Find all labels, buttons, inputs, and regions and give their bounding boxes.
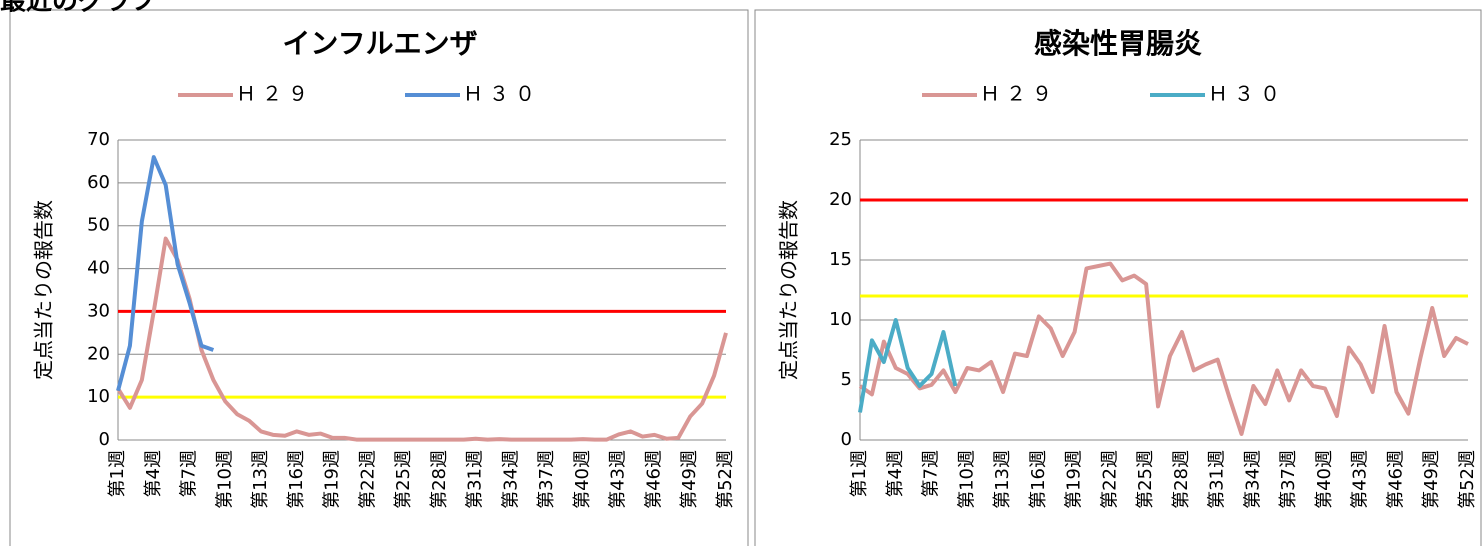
- legend-label: Ｈ２９: [980, 82, 1058, 106]
- x-tick-label: 第37週: [536, 450, 557, 509]
- y-tick-label: 40: [87, 258, 110, 279]
- x-tick-label: 第28週: [429, 450, 450, 509]
- x-tick-label: 第4週: [885, 450, 906, 497]
- x-tick-label: 第13週: [250, 450, 271, 509]
- y-tick-label: 60: [87, 172, 110, 193]
- legend-label: Ｈ３０: [463, 82, 541, 106]
- y-tick-label: 25: [829, 129, 852, 150]
- y-tick-label: 0: [841, 429, 852, 450]
- y-tick-label: 0: [99, 429, 110, 450]
- x-tick-label: 第1週: [107, 450, 128, 497]
- series-line: [858, 318, 958, 413]
- chart-title: インフルエンザ: [282, 27, 477, 60]
- x-tick-label: 第28週: [1171, 450, 1192, 509]
- series-line: [858, 261, 1469, 436]
- x-tick-label: 第49週: [679, 450, 700, 509]
- x-tick-label: 第34週: [500, 450, 521, 509]
- x-tick-label: 第13週: [992, 450, 1013, 509]
- x-tick-label: 第10週: [214, 450, 235, 509]
- x-tick-label: 第19週: [322, 450, 343, 509]
- y-tick-label: 10: [87, 386, 110, 407]
- y-tick-label: 10: [829, 309, 852, 330]
- y-tick-label: 5: [841, 369, 852, 390]
- legend-label: Ｈ２９: [236, 82, 314, 106]
- y-axis-label: 定点当たりの報告数: [777, 200, 801, 380]
- x-tick-label: 第52週: [1457, 450, 1478, 509]
- series-line: [116, 236, 728, 442]
- x-tick-label: 第40週: [1314, 450, 1335, 509]
- chart-title: 感染性胃腸炎: [1034, 27, 1202, 60]
- y-tick-label: 20: [829, 189, 852, 210]
- panel: [9, 9, 749, 546]
- x-tick-label: 第40週: [572, 450, 593, 509]
- x-tick-label: 第43週: [608, 450, 629, 509]
- legend-label: Ｈ３０: [1208, 82, 1286, 106]
- x-tick-label: 第49週: [1421, 450, 1442, 509]
- y-axis-label: 定点当たりの報告数: [32, 200, 56, 380]
- y-tick-label: 15: [829, 249, 852, 270]
- panel: [754, 9, 1482, 546]
- y-tick-label: 30: [87, 300, 110, 321]
- x-tick-label: 第7週: [921, 450, 942, 497]
- x-tick-label: 第43週: [1350, 450, 1371, 509]
- x-tick-label: 第1週: [849, 450, 870, 497]
- y-tick-label: 20: [87, 343, 110, 364]
- x-tick-label: 第22週: [1099, 450, 1120, 509]
- x-tick-label: 第7週: [179, 450, 200, 497]
- header-title: 最近のグラフ: [0, 0, 156, 17]
- x-tick-label: 第46週: [1385, 450, 1406, 509]
- x-tick-label: 第46週: [643, 450, 664, 509]
- x-tick-label: 第4週: [143, 450, 164, 497]
- x-tick-label: 第19週: [1064, 450, 1085, 509]
- y-tick-label: 50: [87, 215, 110, 236]
- x-tick-label: 第52週: [715, 450, 736, 509]
- x-tick-label: 第25週: [1135, 450, 1156, 509]
- x-tick-label: 第16週: [286, 450, 307, 509]
- x-tick-label: 第31週: [465, 450, 486, 509]
- y-tick-label: 70: [87, 129, 110, 150]
- x-tick-label: 第25週: [393, 450, 414, 509]
- x-tick-label: 第34週: [1242, 450, 1263, 509]
- x-tick-label: 第31週: [1207, 450, 1228, 509]
- x-tick-label: 第10週: [956, 450, 977, 509]
- x-tick-label: 第37週: [1278, 450, 1299, 509]
- x-tick-label: 第22週: [357, 450, 378, 509]
- series-line: [116, 155, 215, 392]
- x-tick-label: 第16週: [1028, 450, 1049, 509]
